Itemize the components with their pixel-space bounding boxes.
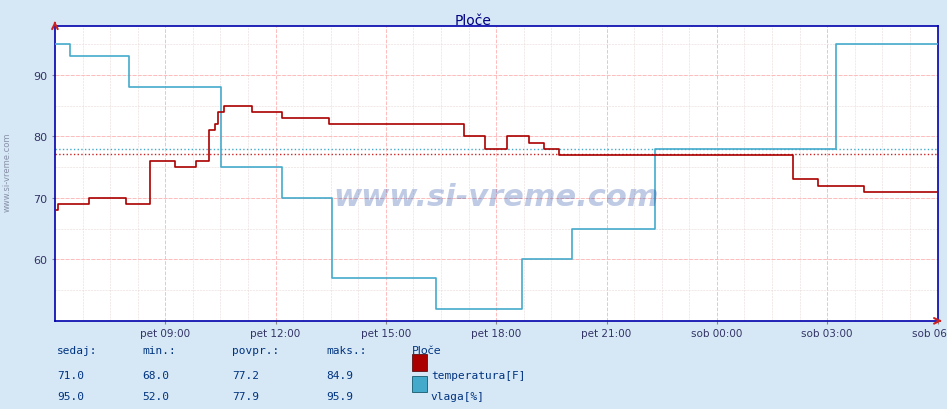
Text: 77.9: 77.9 — [232, 391, 259, 400]
Text: 95.9: 95.9 — [327, 391, 354, 400]
Text: 95.0: 95.0 — [57, 391, 84, 400]
Text: vlaga[%]: vlaga[%] — [431, 391, 485, 400]
Text: 68.0: 68.0 — [142, 370, 170, 380]
Text: povpr.:: povpr.: — [232, 346, 279, 355]
Text: sedaj:: sedaj: — [57, 346, 98, 355]
Text: temperatura[F]: temperatura[F] — [431, 370, 526, 380]
Text: 77.2: 77.2 — [232, 370, 259, 380]
Text: 71.0: 71.0 — [57, 370, 84, 380]
Text: 52.0: 52.0 — [142, 391, 170, 400]
Text: www.si-vreme.com: www.si-vreme.com — [3, 132, 12, 211]
Text: Ploče: Ploče — [412, 346, 441, 355]
Text: min.:: min.: — [142, 346, 176, 355]
Text: Ploče: Ploče — [456, 14, 491, 28]
Text: 84.9: 84.9 — [327, 370, 354, 380]
Text: www.si-vreme.com: www.si-vreme.com — [333, 183, 659, 212]
Text: maks.:: maks.: — [327, 346, 367, 355]
